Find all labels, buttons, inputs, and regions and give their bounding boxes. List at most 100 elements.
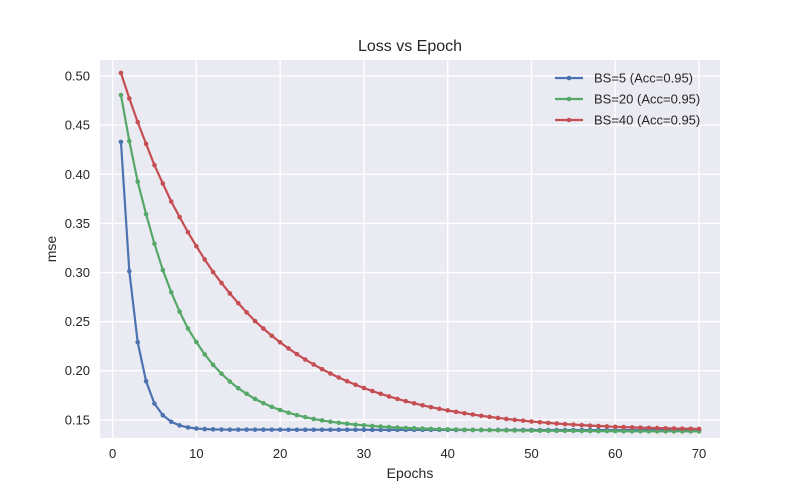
data-point — [587, 428, 593, 434]
data-point — [294, 427, 300, 433]
data-point — [294, 351, 300, 357]
series-line — [119, 94, 700, 433]
data-point — [478, 427, 484, 433]
data-point — [529, 419, 534, 424]
series-2 — [118, 92, 702, 434]
grid — [100, 60, 720, 438]
data-point — [344, 378, 350, 384]
x-tick-label: 0 — [109, 446, 116, 461]
data-point — [654, 429, 660, 434]
data-point — [562, 428, 568, 434]
data-point — [395, 425, 400, 430]
legend-label: BS=20 (Acc=0.95) — [594, 92, 700, 107]
data-point — [378, 424, 383, 429]
data-point — [571, 422, 576, 427]
data-point — [127, 268, 132, 274]
y-tick-label: 0.50 — [65, 69, 90, 84]
data-point — [252, 396, 258, 402]
data-point — [462, 427, 467, 433]
legend-entry: BS=5 (Acc=0.95) — [555, 71, 693, 86]
data-point — [319, 418, 325, 423]
data-point — [361, 423, 367, 428]
data-point — [185, 326, 191, 331]
data-point — [235, 300, 241, 306]
data-point — [437, 406, 442, 412]
data-point — [520, 418, 526, 423]
data-point — [428, 404, 434, 410]
data-point — [219, 427, 224, 432]
data-point — [696, 426, 702, 432]
y-axis-label: mse — [43, 236, 59, 263]
data-point — [679, 426, 685, 431]
data-point — [504, 416, 509, 422]
data-point — [604, 428, 610, 434]
data-point — [671, 426, 677, 431]
data-point — [135, 119, 141, 125]
data-point — [604, 424, 610, 429]
y-tick-label: 0.40 — [65, 167, 90, 182]
y-tick-label: 0.15 — [65, 412, 90, 427]
data-point — [470, 412, 476, 417]
x-tick-label: 30 — [357, 446, 371, 461]
data-point — [202, 257, 208, 262]
data-point — [160, 181, 166, 186]
data-point — [219, 280, 224, 286]
data-point — [118, 70, 124, 76]
data-point — [194, 339, 199, 345]
data-point — [512, 417, 518, 423]
data-point — [286, 346, 291, 351]
data-point — [286, 427, 291, 433]
data-point — [353, 382, 358, 388]
data-point — [160, 412, 166, 418]
data-point — [420, 426, 425, 431]
data-point — [328, 371, 333, 376]
data-point — [445, 408, 451, 413]
legend-marker — [566, 117, 572, 123]
data-point — [646, 425, 652, 431]
legend-marker — [566, 96, 572, 102]
data-point — [545, 428, 551, 434]
data-point — [168, 199, 174, 204]
data-point — [369, 427, 375, 433]
data-point — [403, 425, 409, 431]
data-point — [244, 427, 249, 432]
data-point — [344, 427, 350, 433]
data-point — [227, 379, 233, 384]
data-point — [663, 425, 668, 431]
data-point — [328, 427, 333, 433]
data-point — [302, 414, 308, 420]
data-point — [261, 400, 266, 406]
data-point — [118, 92, 124, 98]
data-point — [160, 267, 166, 273]
data-point — [495, 427, 501, 433]
data-point — [261, 427, 266, 432]
data-point — [579, 428, 585, 434]
data-point — [319, 366, 325, 372]
data-point — [470, 427, 476, 433]
data-point — [395, 396, 400, 402]
data-point — [654, 425, 660, 431]
data-point — [487, 427, 492, 433]
x-tick-label: 10 — [189, 446, 203, 461]
data-point — [537, 428, 543, 434]
data-point — [403, 398, 409, 404]
ticks: 0 10 20 30 40 50 60 70 0.15 0.20 0.25 0.30 0.35 0.40 0… — [65, 69, 707, 461]
data-point — [210, 362, 216, 368]
data-point — [428, 426, 434, 432]
data-point — [420, 402, 425, 408]
data-point — [277, 427, 283, 432]
data-point — [286, 410, 291, 416]
legend: BS=5 (Acc=0.95) BS=20 (Acc=0.95) BS=40 (Ac… — [555, 71, 700, 128]
data-point — [252, 318, 258, 324]
data-point — [621, 428, 626, 434]
data-point — [244, 391, 249, 397]
series-3 — [118, 70, 702, 432]
series-line — [119, 72, 700, 430]
data-point — [311, 427, 316, 433]
data-point — [185, 425, 191, 430]
data-point — [328, 419, 333, 424]
x-tick-label: 40 — [440, 446, 454, 461]
data-point — [143, 378, 149, 384]
data-point — [512, 428, 518, 433]
